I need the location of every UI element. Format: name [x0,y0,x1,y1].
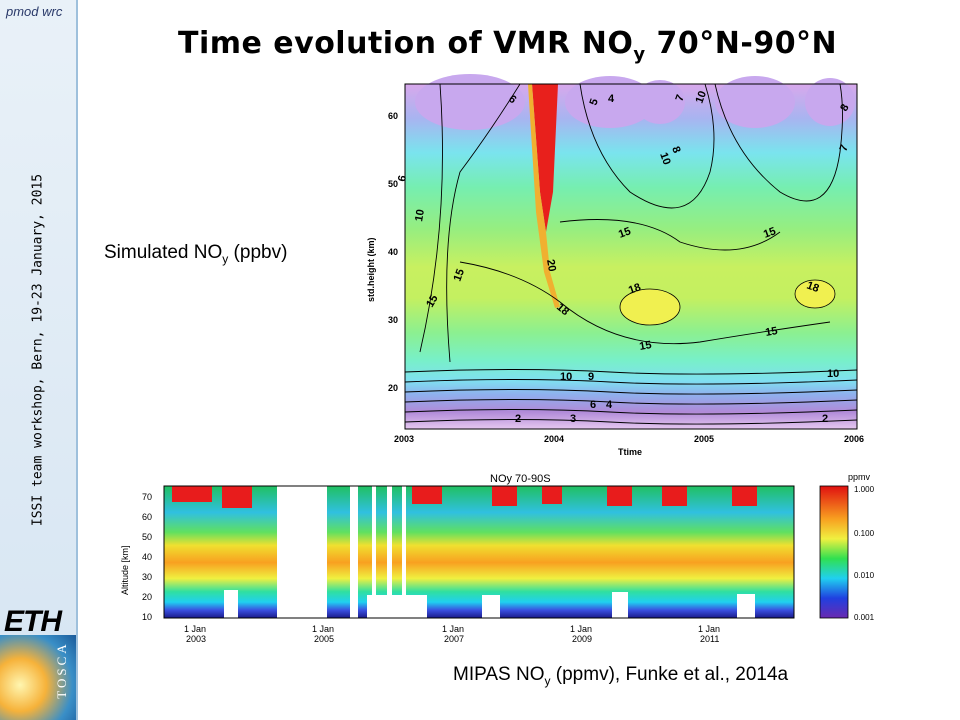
contour-label: 6 [396,174,409,182]
contour-label: 6 [590,399,596,411]
colorbar-tick: 0.010 [854,571,875,580]
contour-label: 15 [424,293,441,310]
mipas-xtick-day: 1 Jan [570,624,592,634]
mipas-xtick-day: 1 Jan [698,624,720,634]
sidebar: pmod wrc ISSI team workshop, Bern, 19-23… [0,0,78,720]
mipas-plot-area [164,486,794,618]
mipas-xtick-year: 2003 [186,634,206,644]
top-ylabel: std.height (km) [366,237,376,302]
contour-label: 4 [608,93,615,105]
top-ytick-40: 40 [388,247,398,257]
mipas-ytick-70: 70 [142,492,152,502]
contour-label: 4 [606,399,613,411]
mipas-ytick-10: 10 [142,612,152,622]
contour-label: 5 [588,97,601,107]
contour-label: 7 [674,93,687,103]
colorbar-tick: 0.001 [854,613,875,622]
mipas-xtick-day: 1 Jan [184,624,206,634]
mipas-ytick-30: 30 [142,572,152,582]
contour-label: 7 [838,143,851,153]
top-xtick-2006: 2006 [844,434,864,444]
mipas-noy-plot: NOy 70-90S 10 20 30 4 [120,472,875,644]
colorbar-tick: 1.000 [854,485,875,494]
colorbar-tick: 0.100 [854,529,875,538]
mipas-ylabel: Altitude [km] [120,545,130,595]
contour-label: 2 [822,413,828,425]
contour-label: 15 [617,225,633,240]
contour-label: 10 [413,208,427,222]
mipas-plot-frame [163,485,795,619]
contour-label: 8 [669,145,682,155]
mipas-xtick-year: 2005 [314,634,334,644]
contour-label: 20 [544,258,558,272]
contour-label: 2 [515,413,521,425]
mipas-ytick-50: 50 [142,532,152,542]
mipas-xtick-year: 2009 [572,634,592,644]
top-xtick-2003: 2003 [394,434,414,444]
contour-label: 8 [838,102,851,113]
mipas-noy-label: MIPAS NOy (ppmv), Funke et al., 2014a [453,664,789,688]
top-ytick-30: 30 [388,315,398,325]
colorbar-unit: ppmv [848,472,871,482]
mipas-xtick-day: 1 Jan [312,624,334,634]
top-xtick-2004: 2004 [544,434,564,444]
contour-label: 15 [762,225,778,240]
top-xlabel: Ttime [618,447,642,457]
mipas-ytick-20: 20 [142,592,152,602]
tosca-logo-graphic [0,635,76,720]
contour-label: 15 [638,339,652,353]
top-plot-frame [404,83,858,430]
mipas-plot-title: NOy 70-90S [490,473,551,485]
contour-label: 15 [764,325,778,339]
pmod-wrc-logo: pmod wrc [6,4,63,19]
contour-label: 10 [560,371,572,383]
slide-title: Time evolution of VMR NOy 70°N-90°N [178,26,838,65]
contour-label: 3 [570,413,576,425]
contour-label: 10 [657,151,672,167]
contour-label: 10 [694,89,709,105]
contour-label: 18 [627,281,643,296]
contour-label: 9 [588,371,594,383]
mipas-colorbar: ppmv 1.000 0.100 0.010 0.001 [819,472,875,622]
contour-label: 10 [827,368,839,380]
workshop-vertical-text: ISSI team workshop, Bern, 19-23 January,… [30,173,46,527]
contour-label: 18 [805,280,821,295]
tosca-logo-text: TOSCA [54,641,69,699]
mipas-xtick-year: 2007 [444,634,464,644]
top-ytick-50: 50 [388,179,398,189]
mipas-ytick-40: 40 [142,552,152,562]
top-xtick-2005: 2005 [694,434,714,444]
top-ytick-20: 20 [388,383,398,393]
top-ytick-60: 60 [388,111,398,121]
mipas-xtick-year: 2011 [700,634,719,644]
top-plot-area [404,74,858,429]
eth-logo: ETH [4,605,62,638]
contour-label: 15 [452,267,467,283]
simulated-noy-contour-plot: 20 30 40 50 60 2003 2004 2005 2006 Ttime… [366,74,864,457]
mipas-xtick-day: 1 Jan [442,624,464,634]
simulated-noy-label: Simulated NOy (ppbv) [104,242,288,266]
mipas-ytick-60: 60 [142,512,152,522]
